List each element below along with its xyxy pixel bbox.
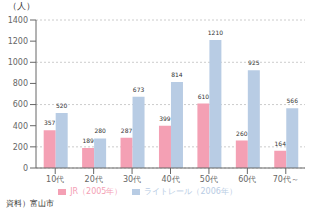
svg-text:260: 260 <box>236 130 248 137</box>
svg-text:189: 189 <box>82 137 94 144</box>
svg-text:610: 610 <box>198 93 210 100</box>
svg-text:400: 400 <box>13 122 28 131</box>
svg-text:925: 925 <box>248 59 260 66</box>
svg-text:164: 164 <box>275 140 287 147</box>
svg-text:10代: 10代 <box>46 175 64 184</box>
svg-text:200: 200 <box>13 143 28 152</box>
svg-text:0: 0 <box>23 164 28 173</box>
html-text:資料）富山市: 資料）富山市 <box>6 199 54 208</box>
svg-text:357: 357 <box>44 119 56 126</box>
svg-text:30代: 30代 <box>123 175 141 184</box>
svg-text:673: 673 <box>133 86 145 93</box>
svg-text:1210: 1210 <box>208 29 223 36</box>
svg-text:1400: 1400 <box>8 16 28 25</box>
svg-text:287: 287 <box>121 127 133 134</box>
html-text:ライトレール（2006年）: ライトレール（2006年） <box>144 187 237 196</box>
svg-text:20代: 20代 <box>85 175 103 184</box>
html-text:（人）: （人） <box>8 1 35 11</box>
html-text:JR（2005年）: JR（2005年） <box>70 187 123 196</box>
svg-text:520: 520 <box>56 102 68 109</box>
svg-text:814: 814 <box>171 71 183 78</box>
svg-text:600: 600 <box>13 100 28 109</box>
svg-text:70代～: 70代～ <box>273 175 299 184</box>
svg-text:40代: 40代 <box>161 175 179 184</box>
svg-text:1200: 1200 <box>8 37 28 46</box>
svg-text:50代: 50代 <box>200 175 218 184</box>
svg-text:800: 800 <box>13 79 28 88</box>
svg-text:399: 399 <box>159 115 171 122</box>
svg-text:280: 280 <box>94 127 106 134</box>
svg-text:60代: 60代 <box>238 175 256 184</box>
svg-text:566: 566 <box>287 97 299 104</box>
svg-text:1000: 1000 <box>8 58 28 67</box>
